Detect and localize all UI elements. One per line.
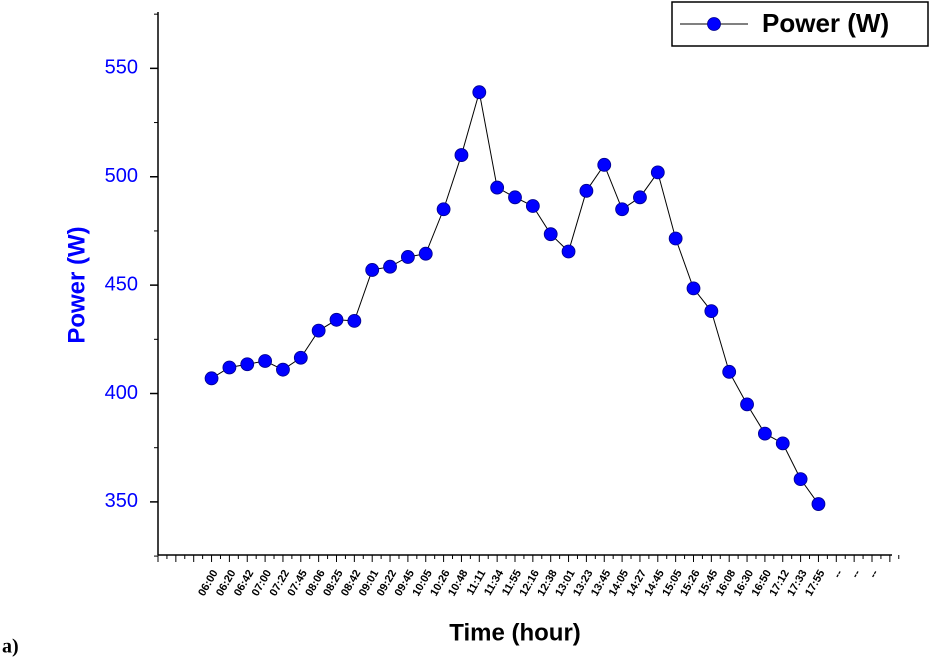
y-axis-title: Power (W) — [63, 226, 90, 343]
panel-label: a) — [2, 636, 19, 658]
legend-label: Power (W) — [762, 8, 889, 38]
data-point — [436, 202, 451, 217]
series-line — [211, 92, 819, 505]
data-point — [686, 281, 701, 296]
data-point — [740, 397, 754, 412]
data-point — [525, 199, 540, 213]
data-point — [347, 313, 362, 328]
y-tick-label: 500 — [105, 165, 138, 187]
data-point — [722, 364, 737, 379]
data-point — [400, 250, 415, 264]
y-tick-label: 350 — [105, 490, 138, 512]
data-point — [561, 244, 576, 259]
data-point — [633, 190, 647, 205]
data-point — [276, 362, 290, 377]
data-point — [472, 85, 487, 100]
data-point — [293, 350, 308, 365]
data-point — [668, 231, 683, 246]
data-point — [454, 148, 469, 162]
data-point — [240, 357, 255, 372]
data-point — [365, 263, 380, 277]
legend-marker — [707, 17, 721, 31]
x-tick-label: -- — [867, 568, 881, 581]
data-point — [615, 202, 629, 217]
x-tick-label: -- — [849, 568, 863, 581]
data-point — [650, 165, 665, 180]
data-point — [775, 436, 790, 451]
data-point — [704, 304, 719, 319]
data-point — [258, 354, 273, 368]
data-point — [508, 190, 522, 205]
y-tick-label: 400 — [105, 382, 138, 404]
data-point — [222, 360, 237, 375]
data-point — [329, 312, 344, 327]
y-tick-label: 550 — [105, 57, 138, 79]
data-point — [579, 183, 594, 198]
data-point — [383, 259, 397, 274]
data-point — [490, 180, 505, 195]
data-point — [597, 157, 612, 172]
data-point — [758, 426, 772, 441]
data-point — [418, 246, 433, 261]
data-point — [793, 472, 808, 487]
x-tick-label: -- — [831, 568, 845, 581]
y-tick-label: 450 — [105, 273, 138, 295]
data-point — [204, 371, 219, 386]
data-point — [811, 497, 826, 511]
x-axis-title: Time (hour) — [449, 619, 581, 646]
data-point — [311, 323, 326, 338]
data-point — [543, 227, 558, 242]
